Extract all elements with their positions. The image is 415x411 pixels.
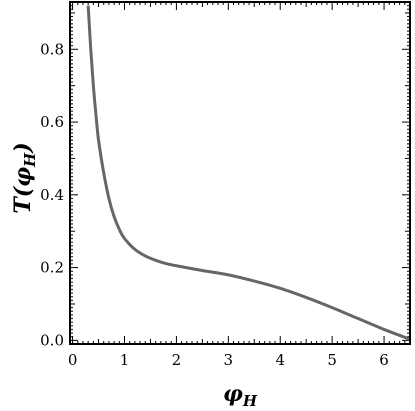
x-tick-label: 3 xyxy=(224,351,234,369)
x-tick-label: 6 xyxy=(379,351,389,369)
y-tick-label: 0.4 xyxy=(40,186,64,204)
y-tick-label: 0.0 xyxy=(40,331,64,349)
y-tick-label: 0.6 xyxy=(40,113,64,131)
x-axis-label: φH xyxy=(223,381,258,410)
x-tick-label: 2 xyxy=(172,351,182,369)
plot-frame xyxy=(69,1,411,345)
y-tick-label: 0.8 xyxy=(40,40,64,58)
x-tick-label: 4 xyxy=(275,351,285,369)
axis-ticks xyxy=(70,2,411,344)
tick-labels: 0 1 2 3 4 5 6 0.0 0.2 0.4 0.6 0.8 xyxy=(40,40,389,369)
x-tick-label: 5 xyxy=(327,351,337,369)
y-tick-label: 0.2 xyxy=(40,259,64,277)
y-axis-label: T(φH) xyxy=(10,142,39,213)
series-curve xyxy=(86,5,411,341)
x-tick-label: 1 xyxy=(120,351,130,369)
x-tick-label: 0 xyxy=(68,351,78,369)
